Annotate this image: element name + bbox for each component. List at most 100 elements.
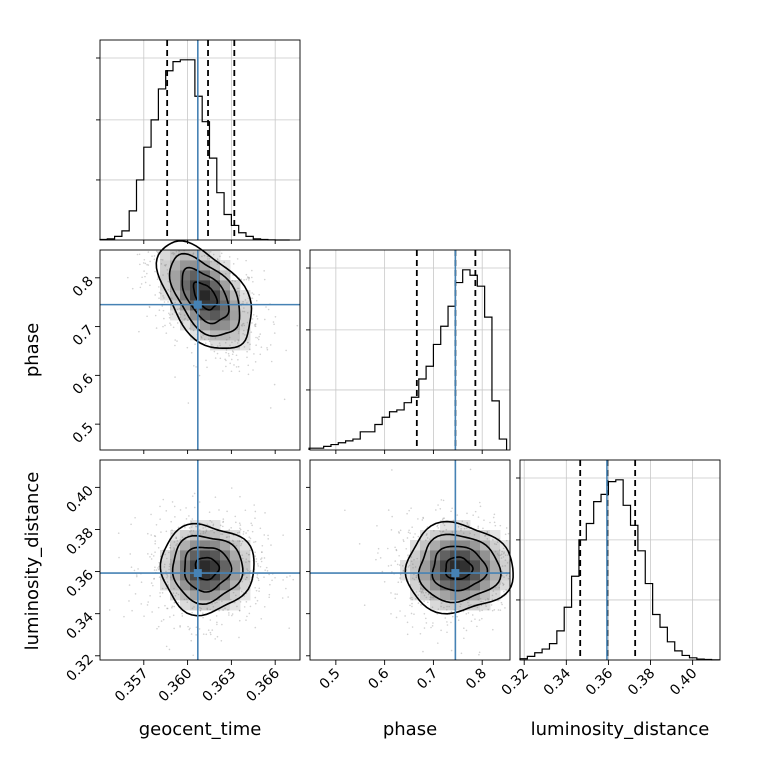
sample-point <box>252 293 255 296</box>
sample-point <box>496 541 499 544</box>
density-cell <box>160 570 171 581</box>
sample-point <box>420 590 423 593</box>
sample-point <box>410 612 413 615</box>
sample-point <box>238 294 241 297</box>
sample-point <box>208 511 211 513</box>
sample-point <box>169 322 171 324</box>
density-cell <box>220 540 231 551</box>
sample-point <box>249 549 252 552</box>
sample-point <box>181 615 184 617</box>
sample-point <box>248 279 250 281</box>
sample-point <box>253 353 255 355</box>
density-cell <box>160 580 171 591</box>
sample-point <box>183 319 185 321</box>
sample-point <box>164 604 166 607</box>
sample-point <box>396 563 399 566</box>
sample-point <box>243 595 245 597</box>
sample-point <box>398 532 401 534</box>
ytick-label-2-3: 0.38 <box>63 525 96 558</box>
sample-point <box>190 351 193 354</box>
sample-point <box>237 540 239 542</box>
sample-point <box>394 560 397 562</box>
sample-point <box>147 251 150 253</box>
sample-point <box>243 334 246 336</box>
sample-point <box>158 561 161 564</box>
density-cell <box>230 550 241 561</box>
sample-point <box>255 558 258 560</box>
sample-point <box>214 357 217 359</box>
sample-point <box>242 310 244 313</box>
xtick-label-1-2: 0.7 <box>414 666 441 693</box>
density-cell <box>470 540 481 551</box>
sample-point <box>482 601 484 603</box>
sample-point <box>219 255 221 258</box>
sample-point <box>178 252 180 255</box>
sample-point <box>238 346 240 349</box>
sample-point <box>147 553 149 555</box>
sample-point <box>265 306 267 308</box>
density-cell <box>190 270 201 281</box>
sample-point <box>273 323 275 326</box>
sample-point <box>246 350 248 353</box>
density-cell <box>240 540 251 551</box>
density-cell <box>230 580 241 591</box>
sample-point <box>267 538 270 540</box>
sample-point <box>498 586 501 589</box>
sample-point <box>211 529 214 532</box>
sample-point <box>258 587 261 590</box>
sample-point <box>289 575 291 577</box>
sample-point <box>422 588 424 590</box>
sample-point <box>160 292 162 295</box>
density-cell <box>200 320 211 331</box>
sample-point <box>254 596 257 599</box>
sample-point <box>501 565 504 567</box>
density-cell <box>210 280 221 291</box>
density-cell <box>230 570 241 581</box>
sample-point <box>218 342 221 344</box>
sample-point <box>173 605 175 608</box>
sample-point <box>177 601 180 604</box>
density-cell <box>190 330 201 341</box>
sample-point <box>203 338 206 341</box>
sample-point <box>285 587 287 590</box>
sample-point <box>402 539 405 541</box>
sample-point <box>198 529 201 531</box>
sample-point <box>230 370 233 373</box>
sample-point <box>172 302 175 305</box>
sample-point <box>188 628 191 631</box>
sample-point <box>269 344 272 346</box>
sample-point <box>479 600 482 603</box>
sample-point <box>174 344 176 347</box>
sample-point <box>150 553 153 556</box>
density-cell <box>170 590 181 601</box>
sample-point <box>156 278 159 281</box>
sample-point <box>249 343 251 346</box>
density-cell <box>200 540 211 551</box>
sample-point <box>225 349 228 351</box>
sample-point <box>194 343 196 345</box>
sample-point <box>206 607 208 610</box>
sample-point <box>461 520 464 523</box>
sample-point <box>462 532 465 534</box>
sample-point <box>470 604 472 606</box>
sample-point <box>261 557 263 559</box>
density-cell <box>460 580 471 591</box>
sample-point <box>232 540 235 542</box>
density-cell <box>210 320 221 331</box>
sample-point <box>418 590 421 593</box>
sample-point <box>190 639 193 642</box>
density-cell <box>220 340 231 351</box>
sample-point <box>243 574 245 576</box>
sample-point <box>192 252 195 254</box>
sample-point <box>242 329 245 332</box>
density-cell <box>420 560 431 571</box>
sample-point <box>179 313 182 316</box>
sample-point <box>118 556 120 559</box>
sample-point <box>504 565 506 567</box>
sample-point <box>168 313 171 316</box>
sample-point <box>446 621 448 623</box>
density-cell <box>210 550 221 561</box>
sample-point <box>399 577 401 579</box>
sample-point <box>486 538 489 540</box>
sample-point <box>219 524 222 527</box>
